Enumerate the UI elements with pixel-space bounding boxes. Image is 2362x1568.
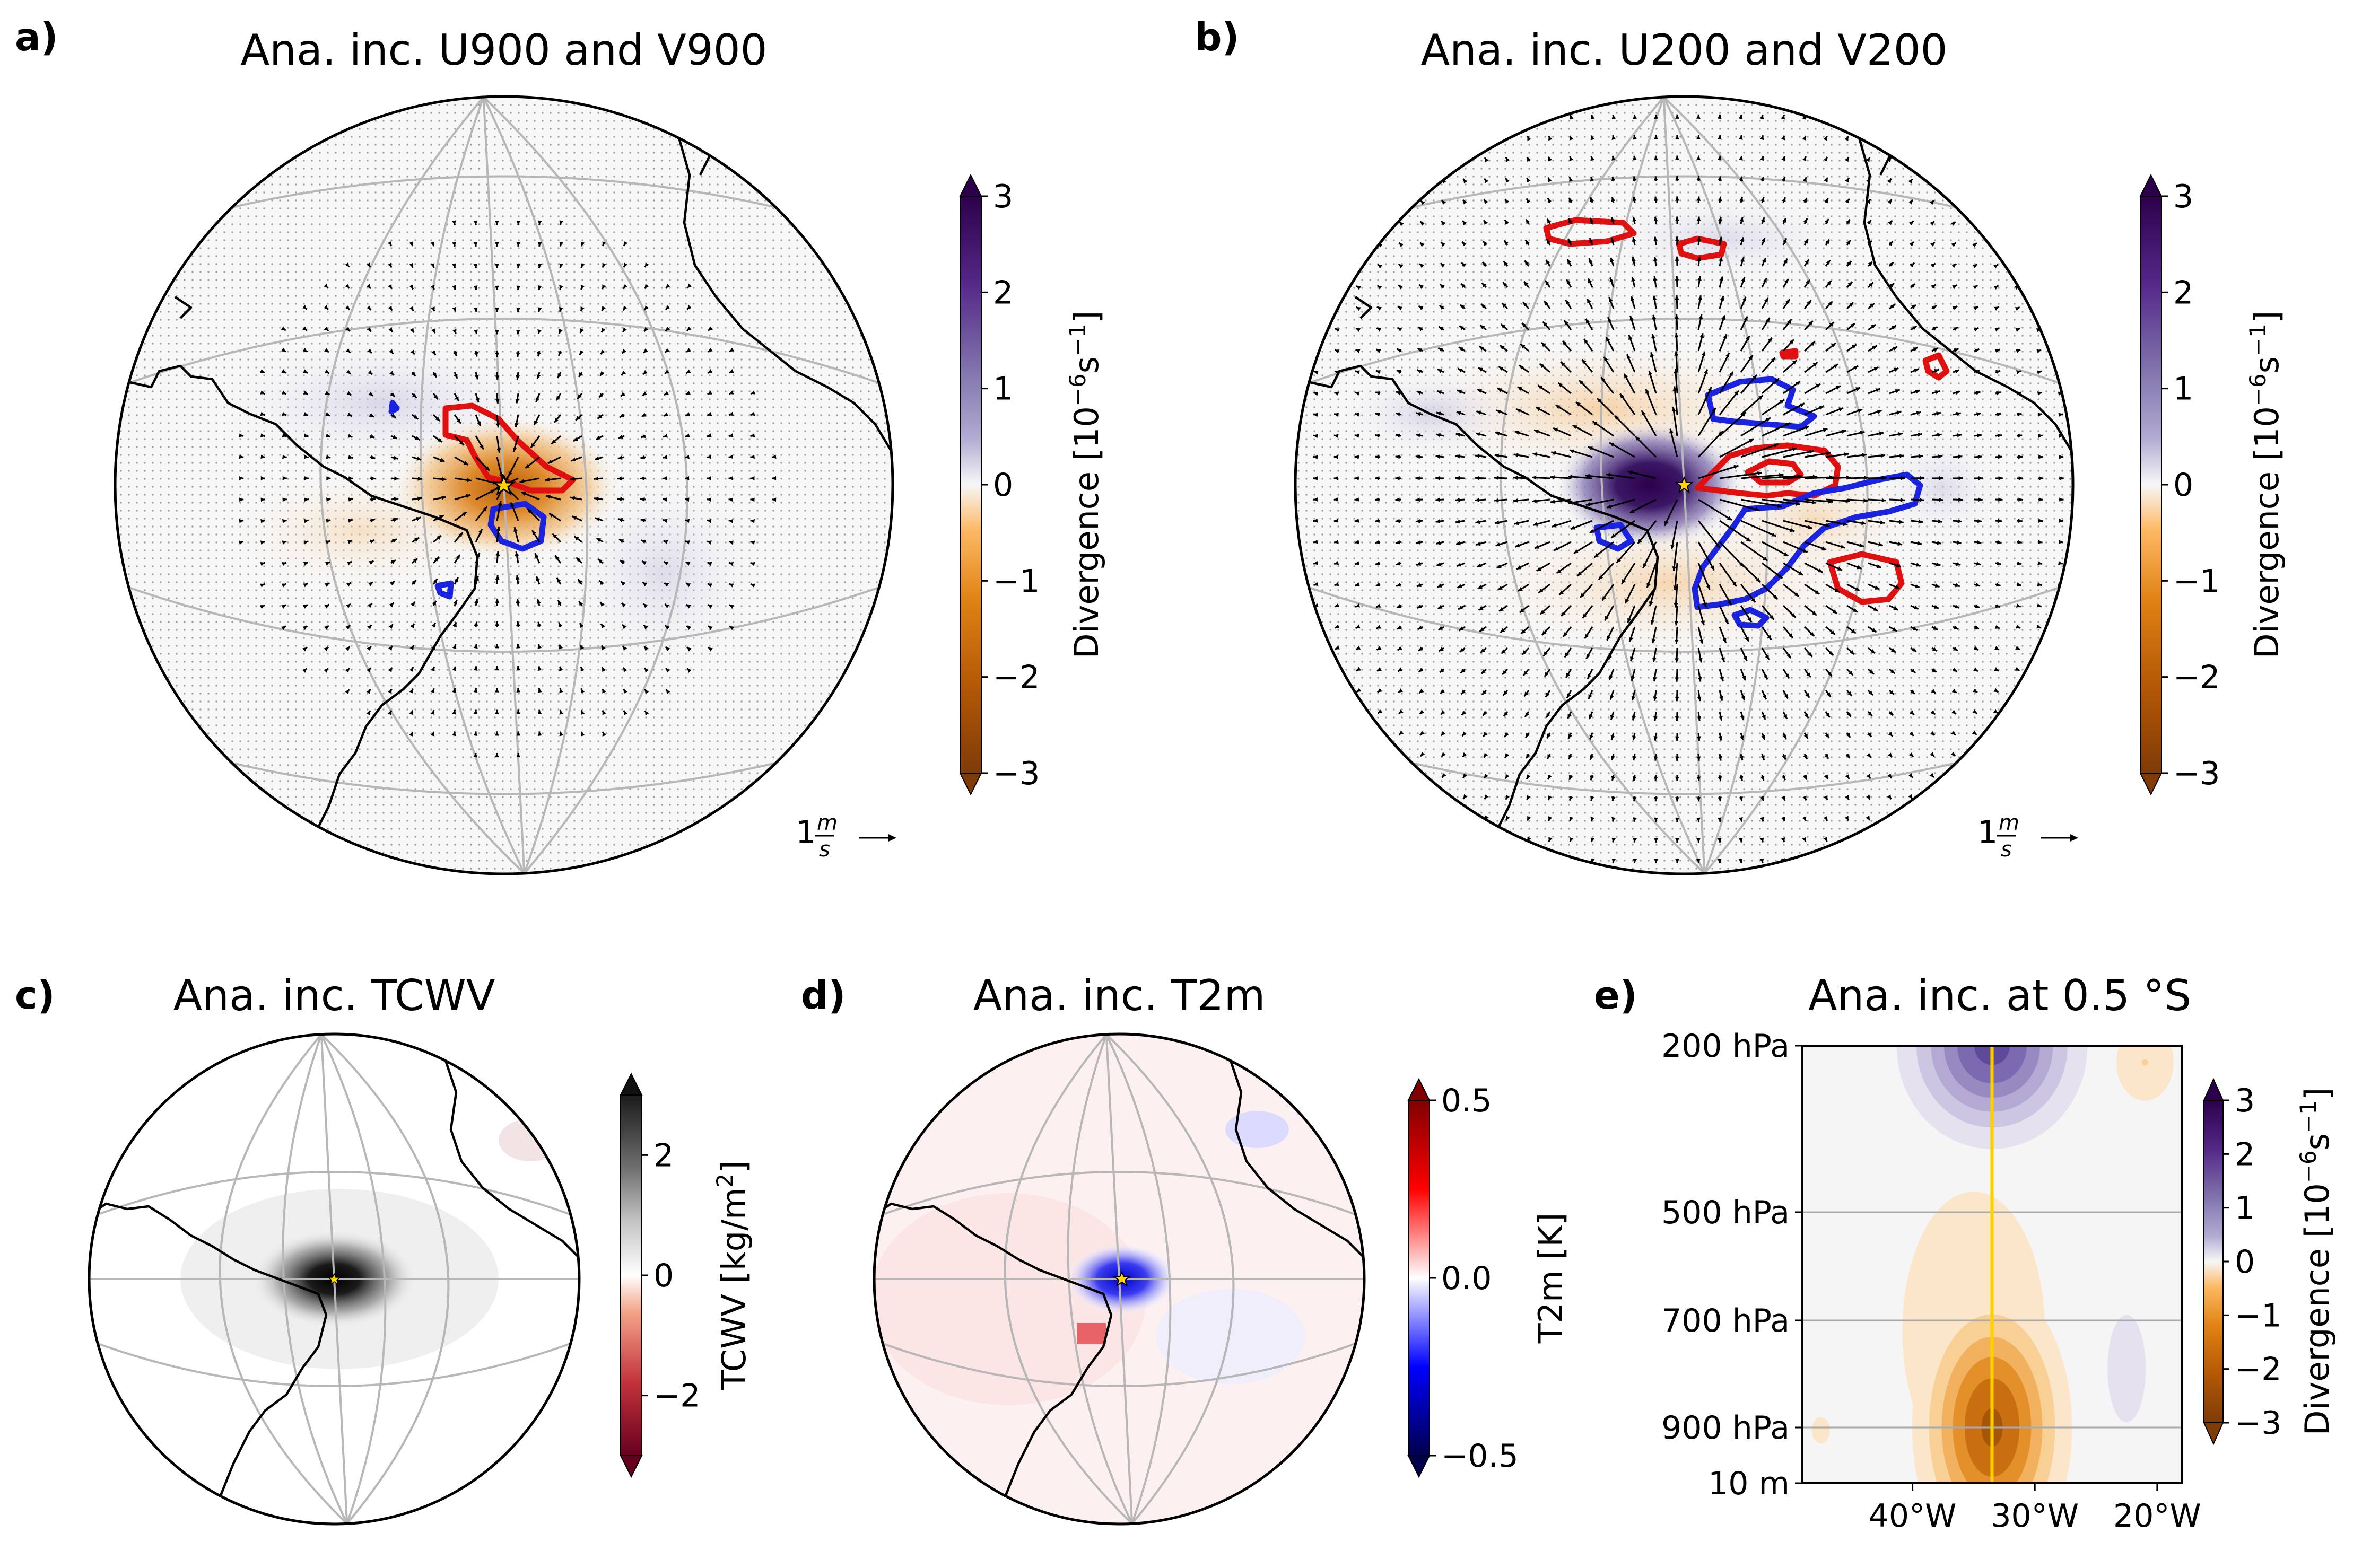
colorbar-tick-label: 0 <box>993 467 1013 504</box>
colorbar-tick-label: 0 <box>2173 467 2193 504</box>
panel-e-x-tick-label: 20°W <box>2113 1497 2201 1535</box>
panel-e-contour-level <box>2107 1315 2146 1423</box>
colorbar-tick-label: 2 <box>2235 1136 2255 1173</box>
colorbar-tick-label: −1 <box>2173 563 2220 600</box>
colorbar-tick-label: 1 <box>2235 1190 2255 1227</box>
colorbar-label: T2m [K] <box>1531 1213 1570 1344</box>
panel-c: c) Ana. inc. TCWV 2 0 −2 TCWV [kg/m2] <box>15 971 753 1530</box>
colorbar-tick-label: 3 <box>2173 178 2193 215</box>
panel-e-title: Ana. inc. at 0.5 °S <box>1808 971 2191 1020</box>
panel-b-quiver-key-unit-num: m <box>1999 811 2019 835</box>
colorbar-tick-label: −3 <box>2235 1405 2281 1442</box>
colorbar-label: TCWV [kg/m2] <box>712 1161 753 1391</box>
panel-e-x-tick-label: 40°W <box>1869 1497 1957 1535</box>
colorbar-tick-label: −1 <box>2235 1297 2281 1334</box>
panel-e-y-tick-label: 500 hPa <box>1661 1194 1790 1231</box>
panel-e-colorbar: 3 2 1 0 −1 −2 −3 Divergence [10−6s−1] <box>2204 1079 2337 1444</box>
panel-b-quiver-key-unit-den: s <box>2001 837 2012 862</box>
panel-a-quiver-key-value: 1 <box>796 814 816 851</box>
colorbar-tick-label: −3 <box>2173 755 2220 792</box>
colorbar-tick-label: −1 <box>993 563 1040 600</box>
colorbar-label: Divergence [10−6s−1] <box>2245 311 2286 659</box>
panel-c-colorbar: 2 0 −2 TCWV [kg/m2] <box>621 1074 753 1477</box>
colorbar-tick-label: 2 <box>653 1137 674 1174</box>
panel-e-x-tick-label: 30°W <box>1991 1497 2079 1535</box>
colorbar-tick-label: 3 <box>993 178 1013 215</box>
colorbar-tick-label: −2 <box>653 1378 700 1415</box>
panel-d-title: Ana. inc. T2m <box>973 971 1266 1020</box>
panel-a-quiver-key-unit-num: m <box>817 811 838 835</box>
colorbar-tick-label: −2 <box>2173 659 2220 696</box>
panel-a-label: a) <box>15 15 58 59</box>
panel-e-y-tick-label: 10 m <box>1708 1465 1790 1502</box>
panel-d-colorbar: 0.5 0.0 −0.5 T2m [K] <box>1408 1079 1570 1477</box>
panel-b: b) Ana. inc. U200 and V200 <box>1195 15 2286 883</box>
panel-b-title: Ana. inc. U200 and V200 <box>1420 25 1947 75</box>
colorbar-tick-label: 0.0 <box>1441 1260 1492 1297</box>
colorbar-tick-label: 2 <box>993 274 1013 311</box>
panel-a-colorbar: 3 2 1 0 −1 −2 −3 Divergence [10−6s−1] <box>960 175 1106 794</box>
colorbar-tick-label: 0 <box>2235 1243 2255 1281</box>
panel-e-y-tick-label: 700 hPa <box>1661 1302 1790 1339</box>
panel-c-label: c) <box>15 973 55 1018</box>
colorbar-label: Divergence [10−6s−1] <box>2295 1088 2337 1435</box>
panel-b-colorbar: 3 2 1 0 −1 −2 −3 Divergence [10−6s−1] <box>2140 175 2286 794</box>
panel-a-title: Ana. inc. U900 and V900 <box>240 25 767 75</box>
colorbar-tick-label: −0.5 <box>1441 1438 1519 1475</box>
panel-a: a) Ana. inc. U900 and V900 <box>15 15 1106 883</box>
panel-c-title: Ana. inc. TCWV <box>173 971 495 1020</box>
colorbar-tick-label: 0 <box>653 1257 674 1294</box>
colorbar-tick-label: −2 <box>993 659 1040 696</box>
panel-b-quiver-key-value: 1 <box>1977 814 1998 851</box>
panel-e: e) Ana. inc. at 0.5 °S 200 hPa 500 hPa 700… <box>1594 942 2337 1566</box>
panel-e-contour-level <box>2142 1059 2148 1065</box>
colorbar-tick-label: 1 <box>993 371 1013 408</box>
panel-e-label: e) <box>1594 973 1637 1018</box>
colorbar-tick-label: −2 <box>2235 1351 2281 1388</box>
panel-e-y-tick-label: 200 hPa <box>1661 1028 1790 1065</box>
colorbar-tick-label: −3 <box>993 755 1040 792</box>
colorbar-tick-label: 2 <box>2173 274 2193 311</box>
panel-a-quiver-key: 1 m s <box>796 811 896 862</box>
panel-b-quiver-key: 1 m s <box>1977 811 2078 862</box>
colorbar-label: Divergence [10−6s−1] <box>1065 311 1106 659</box>
panel-a-quiver-key-unit-den: s <box>819 837 830 862</box>
panel-d: d) Ana. inc. T2m 0.50 <box>801 971 1570 1530</box>
panel-b-label: b) <box>1195 15 1239 59</box>
panel-e-contour-level <box>1812 1417 1830 1443</box>
panel-d-label: d) <box>801 973 846 1018</box>
colorbar-tick-label: 3 <box>2235 1082 2255 1119</box>
colorbar-tick-label: 1 <box>2173 371 2193 408</box>
panel-e-y-tick-label: 900 hPa <box>1661 1409 1790 1447</box>
colorbar-tick-label: 0.5 <box>1441 1082 1492 1119</box>
